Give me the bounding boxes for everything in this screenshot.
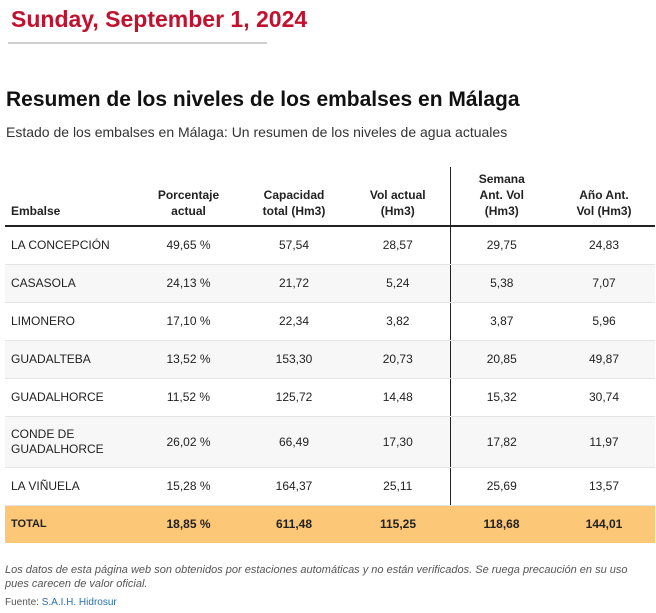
prev-week-cell: 3,87: [450, 302, 553, 341]
column-header-vol-actual: Vol actual (Hm3): [346, 167, 451, 227]
prev-week-cell: 20,85: [450, 340, 553, 379]
table-row: GUADALTEBA 13,52 % 153,30 20,73 20,85 49…: [5, 340, 655, 379]
table-row: GUADALHORCE 11,52 % 125,72 14,48 15,32 3…: [5, 378, 655, 417]
capacity-cell: 125,72: [242, 378, 346, 417]
prev-week-cell: 29,75: [450, 226, 553, 265]
prev-year-cell: 5,96: [553, 302, 655, 341]
table-row: LA CONCEPCIÓN 49,65 % 57,54 28,57 29,75 …: [5, 226, 655, 265]
column-header-anio: Año Ant. Vol (Hm3): [553, 167, 655, 227]
column-header-line: total (Hm3): [262, 204, 326, 218]
column-header-embalse: Embalse: [5, 167, 135, 227]
reservoir-name: LA VIÑUELA: [5, 467, 135, 506]
volume-cell: 25,11: [346, 467, 451, 506]
column-header-line: Semana: [478, 172, 525, 186]
column-header-label: Embalse: [11, 204, 61, 218]
percent-cell: 49,65 %: [135, 226, 242, 265]
capacity-cell: 57,54: [242, 226, 346, 265]
table-header-row: Embalse Porcentaje actual Capacidad tota…: [5, 167, 655, 227]
capacity-cell: 66,49: [242, 416, 346, 468]
column-header-line: (Hm3): [484, 204, 519, 218]
column-header-line: Capacidad: [263, 188, 325, 202]
capacity-cell: 164,37: [242, 467, 346, 506]
volume-cell: 17,30: [346, 416, 451, 468]
prev-year-cell: 24,83: [553, 226, 655, 265]
percent-cell: 11,52 %: [135, 378, 242, 417]
prev-year-cell: 13,57: [553, 467, 655, 506]
page-subtitle: Estado de los embalses en Málaga: Un res…: [6, 124, 508, 140]
prev-week-cell: 25,69: [450, 467, 553, 506]
volume-cell: 5,24: [346, 264, 451, 303]
prev-week-cell: 5,38: [450, 264, 553, 303]
column-header-line: Vol (Hm3): [576, 204, 632, 218]
column-header-capacidad: Capacidad total (Hm3): [242, 167, 346, 227]
capacity-cell: 153,30: [242, 340, 346, 379]
column-header-porcentaje: Porcentaje actual: [135, 167, 242, 227]
reservoir-name: CONDE DE GUADALHORCE: [5, 416, 135, 468]
percent-cell: 13,52 %: [135, 340, 242, 379]
volume-cell: 20,73: [346, 340, 451, 379]
capacity-cell: 21,72: [242, 264, 346, 303]
column-header-line: Ant. Vol: [479, 188, 524, 202]
capacity-cell: 22,34: [242, 302, 346, 341]
total-prev-week: 118,68: [450, 505, 553, 543]
reservoir-name: LA CONCEPCIÓN: [5, 226, 135, 265]
table-row: CONDE DE GUADALHORCE 26,02 % 66,49 17,30…: [5, 416, 655, 468]
column-header-semana: Semana Ant. Vol (Hm3): [450, 167, 553, 227]
page-title: Resumen de los niveles de los embalses e…: [6, 88, 520, 111]
table-row: LA VIÑUELA 15,28 % 164,37 25,11 25,69 13…: [5, 467, 655, 506]
prev-week-cell: 15,32: [450, 378, 553, 417]
source-label: Fuente:: [5, 597, 39, 608]
prev-year-cell: 11,97: [553, 416, 655, 468]
prev-year-cell: 49,87: [553, 340, 655, 379]
prev-week-cell: 17,82: [450, 416, 553, 468]
percent-cell: 24,13 %: [135, 264, 242, 303]
total-volume: 115,25: [346, 505, 450, 543]
disclaimer-note: Los datos de esta página web son obtenid…: [5, 564, 628, 590]
volume-cell: 28,57: [346, 226, 451, 265]
reservoir-table: Embalse Porcentaje actual Capacidad tota…: [5, 167, 655, 543]
reservoir-name: GUADALTEBA: [5, 340, 135, 379]
column-header-line: Año Ant.: [579, 188, 629, 202]
reservoir-name: LIMONERO: [5, 302, 135, 341]
total-row: TOTAL 18,85 % 611,48 115,25 118,68 144,0…: [5, 505, 655, 543]
total-percent: 18,85 %: [135, 505, 242, 543]
column-header-line: Porcentaje: [157, 188, 220, 202]
reservoir-name: CASASOLA: [5, 264, 135, 303]
column-header-line: (Hm3): [380, 204, 415, 218]
total-capacity: 611,48: [242, 505, 346, 543]
prev-year-cell: 30,74: [553, 378, 655, 417]
total-label: TOTAL: [5, 505, 135, 543]
source-line: Fuente: S.A.I.H. Hidrosur: [5, 597, 117, 608]
table-row: CASASOLA 24,13 % 21,72 5,24 5,38 7,07: [5, 264, 655, 303]
percent-cell: 26,02 %: [135, 416, 242, 468]
volume-cell: 3,82: [346, 302, 451, 341]
reservoir-name: GUADALHORCE: [5, 378, 135, 417]
table-row: LIMONERO 17,10 % 22,34 3,82 3,87 5,96: [5, 302, 655, 341]
percent-cell: 17,10 %: [135, 302, 242, 341]
prev-year-cell: 7,07: [553, 264, 655, 303]
total-prev-year: 144,01: [553, 505, 655, 543]
date-label: Sunday, September 1, 2024: [11, 6, 308, 32]
column-header-line: Vol actual: [369, 188, 426, 202]
volume-cell: 14,48: [346, 378, 451, 417]
column-header-line: actual: [171, 204, 206, 218]
date-header: Sunday, September 1, 2024: [8, 4, 307, 44]
percent-cell: 15,28 %: [135, 467, 242, 506]
source-link[interactable]: S.A.I.H. Hidrosur: [41, 597, 117, 608]
